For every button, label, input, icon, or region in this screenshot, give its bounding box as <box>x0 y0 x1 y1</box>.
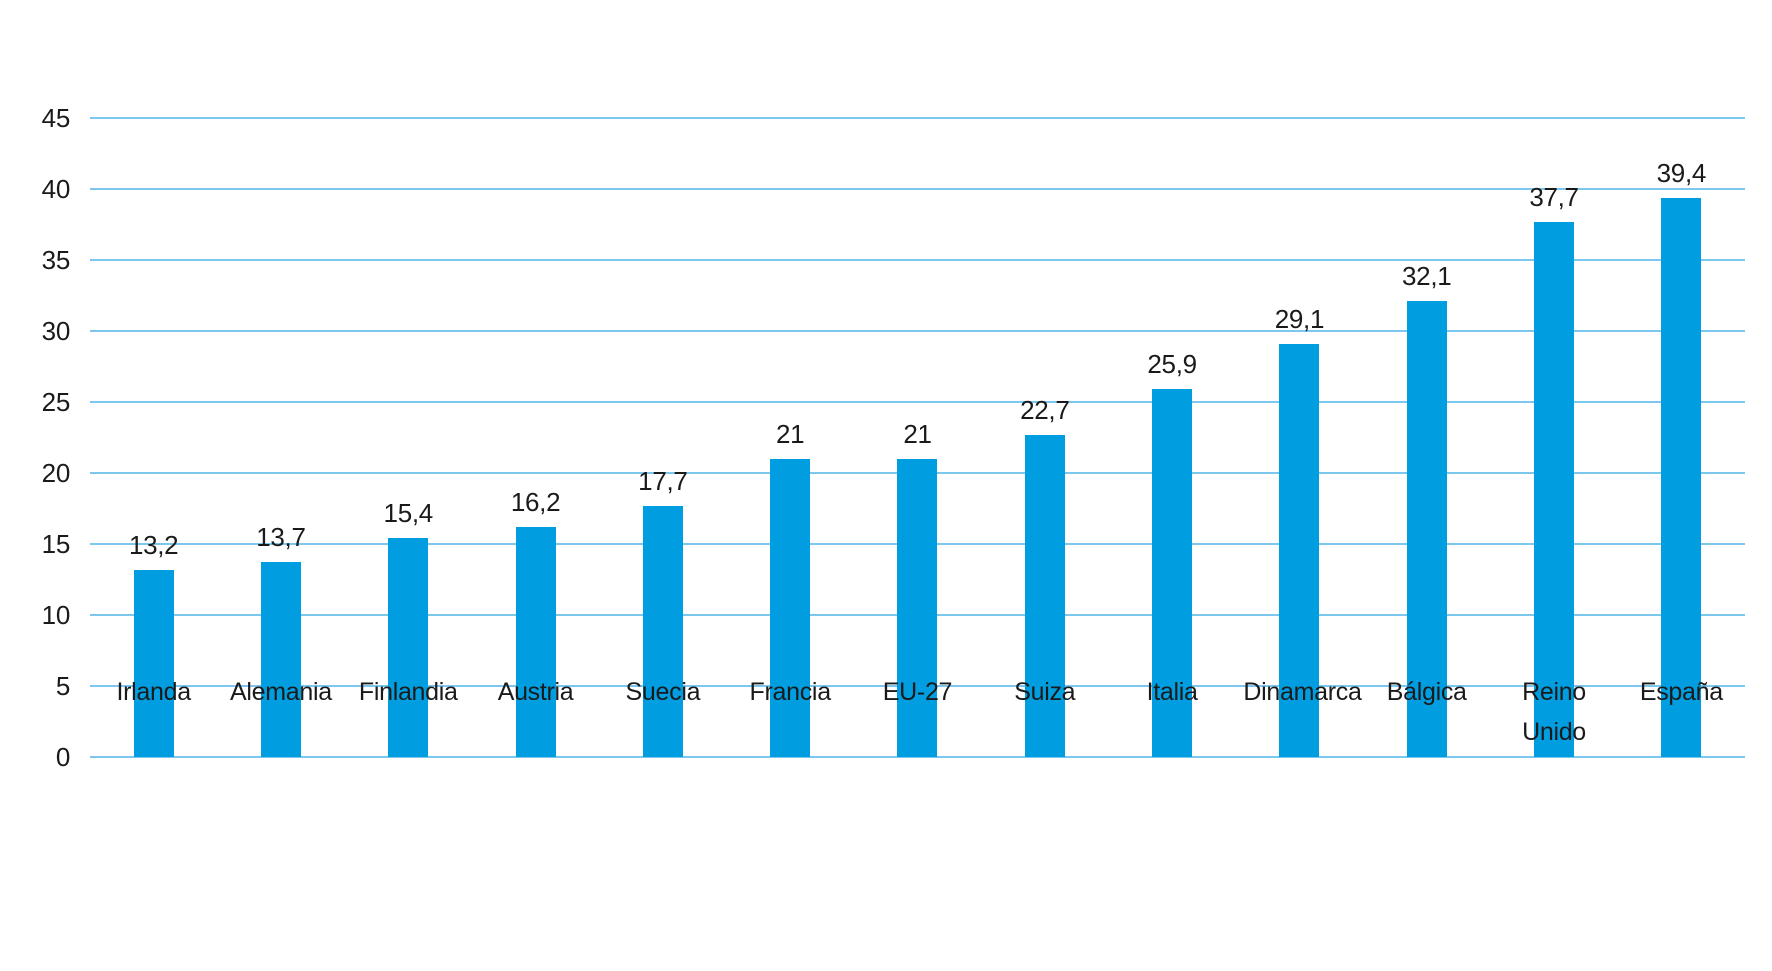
bar <box>133 569 174 757</box>
bar-slot: 37,7 <box>1490 118 1617 757</box>
bar-slot: 13,7 <box>217 118 344 757</box>
y-axis-tick-label: 25 <box>41 387 71 417</box>
bar <box>260 562 301 757</box>
bar-value-label: 32,1 <box>1402 261 1452 292</box>
bar-value-label: 16,2 <box>510 486 561 517</box>
bar-value-label: 37,7 <box>1529 181 1579 212</box>
x-axis-category-label: Bálgica <box>1386 678 1467 706</box>
x-axis-category: Bálgica <box>1363 672 1490 712</box>
bar-value-label: 22,7 <box>1020 394 1070 425</box>
bar-value-label: 25,9 <box>1147 349 1197 380</box>
x-axis-category-label: Reino Unido <box>1522 678 1586 746</box>
bar-slot: 16,2 <box>472 118 599 757</box>
bar-value-label: 21 <box>776 418 805 449</box>
x-axis-category-label: Austria <box>497 678 574 706</box>
bar <box>770 458 811 757</box>
y-axis-tick-label: 35 <box>41 245 71 275</box>
bar <box>1534 221 1575 757</box>
y-axis-tick-label: 10 <box>41 600 71 630</box>
y-axis-tick-label: 0 <box>55 742 70 772</box>
bar <box>1279 343 1320 757</box>
x-axis-category: Alemania <box>217 672 344 712</box>
bar-value-label: 15,4 <box>383 498 434 529</box>
y-axis-tick-label: 5 <box>55 671 70 701</box>
bar-value-label: 13,7 <box>256 522 306 553</box>
bar <box>1024 434 1065 757</box>
bar-value-label: 13,2 <box>128 529 179 560</box>
bar <box>1661 197 1702 757</box>
x-axis-category: Austria <box>472 672 599 712</box>
plot-area: 13,2 13,7 15,4 16,2 17,7 21 21 22,7 25,9 29,1 32,1… <box>90 117 1745 758</box>
x-axis-category: Irlanda <box>90 672 217 712</box>
bar-slot: 22,7 <box>981 118 1108 757</box>
x-axis-category: Finlandia <box>345 672 472 712</box>
bar-value-label: 17,7 <box>638 465 688 496</box>
x-axis-category-label: Suecia <box>625 678 701 706</box>
bar <box>1406 301 1447 757</box>
x-axis-category: EU-27 <box>854 672 981 712</box>
bar-value-label: 39,4 <box>1656 157 1707 188</box>
bar-slot: 13,2 <box>90 118 217 757</box>
x-axis-category: Italia <box>1108 672 1235 712</box>
y-axis-tick-label: 30 <box>41 316 71 346</box>
bar-value-label: 29,1 <box>1274 303 1325 334</box>
y-axis-tick-label: 40 <box>41 174 71 204</box>
y-axis-tick-label: 20 <box>41 458 71 488</box>
x-axis-category: Suecia <box>599 672 726 712</box>
bar <box>642 505 683 757</box>
bar-slot: 29,1 <box>1236 118 1363 757</box>
x-axis-category-label: España <box>1639 678 1723 706</box>
x-axis-category: Reino Unido <box>1490 672 1617 752</box>
bar <box>897 458 938 757</box>
x-axis-category-label: Suiza <box>1014 678 1076 706</box>
x-axis-category-label: Alemania <box>230 678 332 706</box>
x-axis-category: Dinamarca <box>1236 672 1363 712</box>
bar-slot: 15,4 <box>345 118 472 757</box>
bar-value-label: 21 <box>903 418 932 449</box>
x-axis-category: Francia <box>727 672 854 712</box>
x-axis-category-label: Finlandia <box>358 678 458 706</box>
bar-slot: 39,4 <box>1618 118 1745 757</box>
x-axis-category-label: Francia <box>749 678 832 706</box>
x-axis-category-label: Italia <box>1146 678 1198 706</box>
bar-slot: 21 <box>854 118 981 757</box>
bar-slot: 17,7 <box>599 118 726 757</box>
bar <box>388 538 429 757</box>
x-axis-category: Suiza <box>981 672 1108 712</box>
x-axis-category-label: Irlanda <box>116 678 191 706</box>
bar <box>1152 389 1193 757</box>
y-axis-tick-label: 15 <box>41 529 71 559</box>
y-axis-tick-label: 45 <box>41 103 71 133</box>
x-axis-category-label: Dinamarca <box>1243 678 1362 706</box>
bar <box>515 526 556 757</box>
x-axis-category: España <box>1618 672 1745 712</box>
bar-slot: 21 <box>727 118 854 757</box>
x-axis-category-label: EU-27 <box>882 678 953 706</box>
bar-slot: 32,1 <box>1363 118 1490 757</box>
bar-slot: 25,9 <box>1108 118 1235 757</box>
